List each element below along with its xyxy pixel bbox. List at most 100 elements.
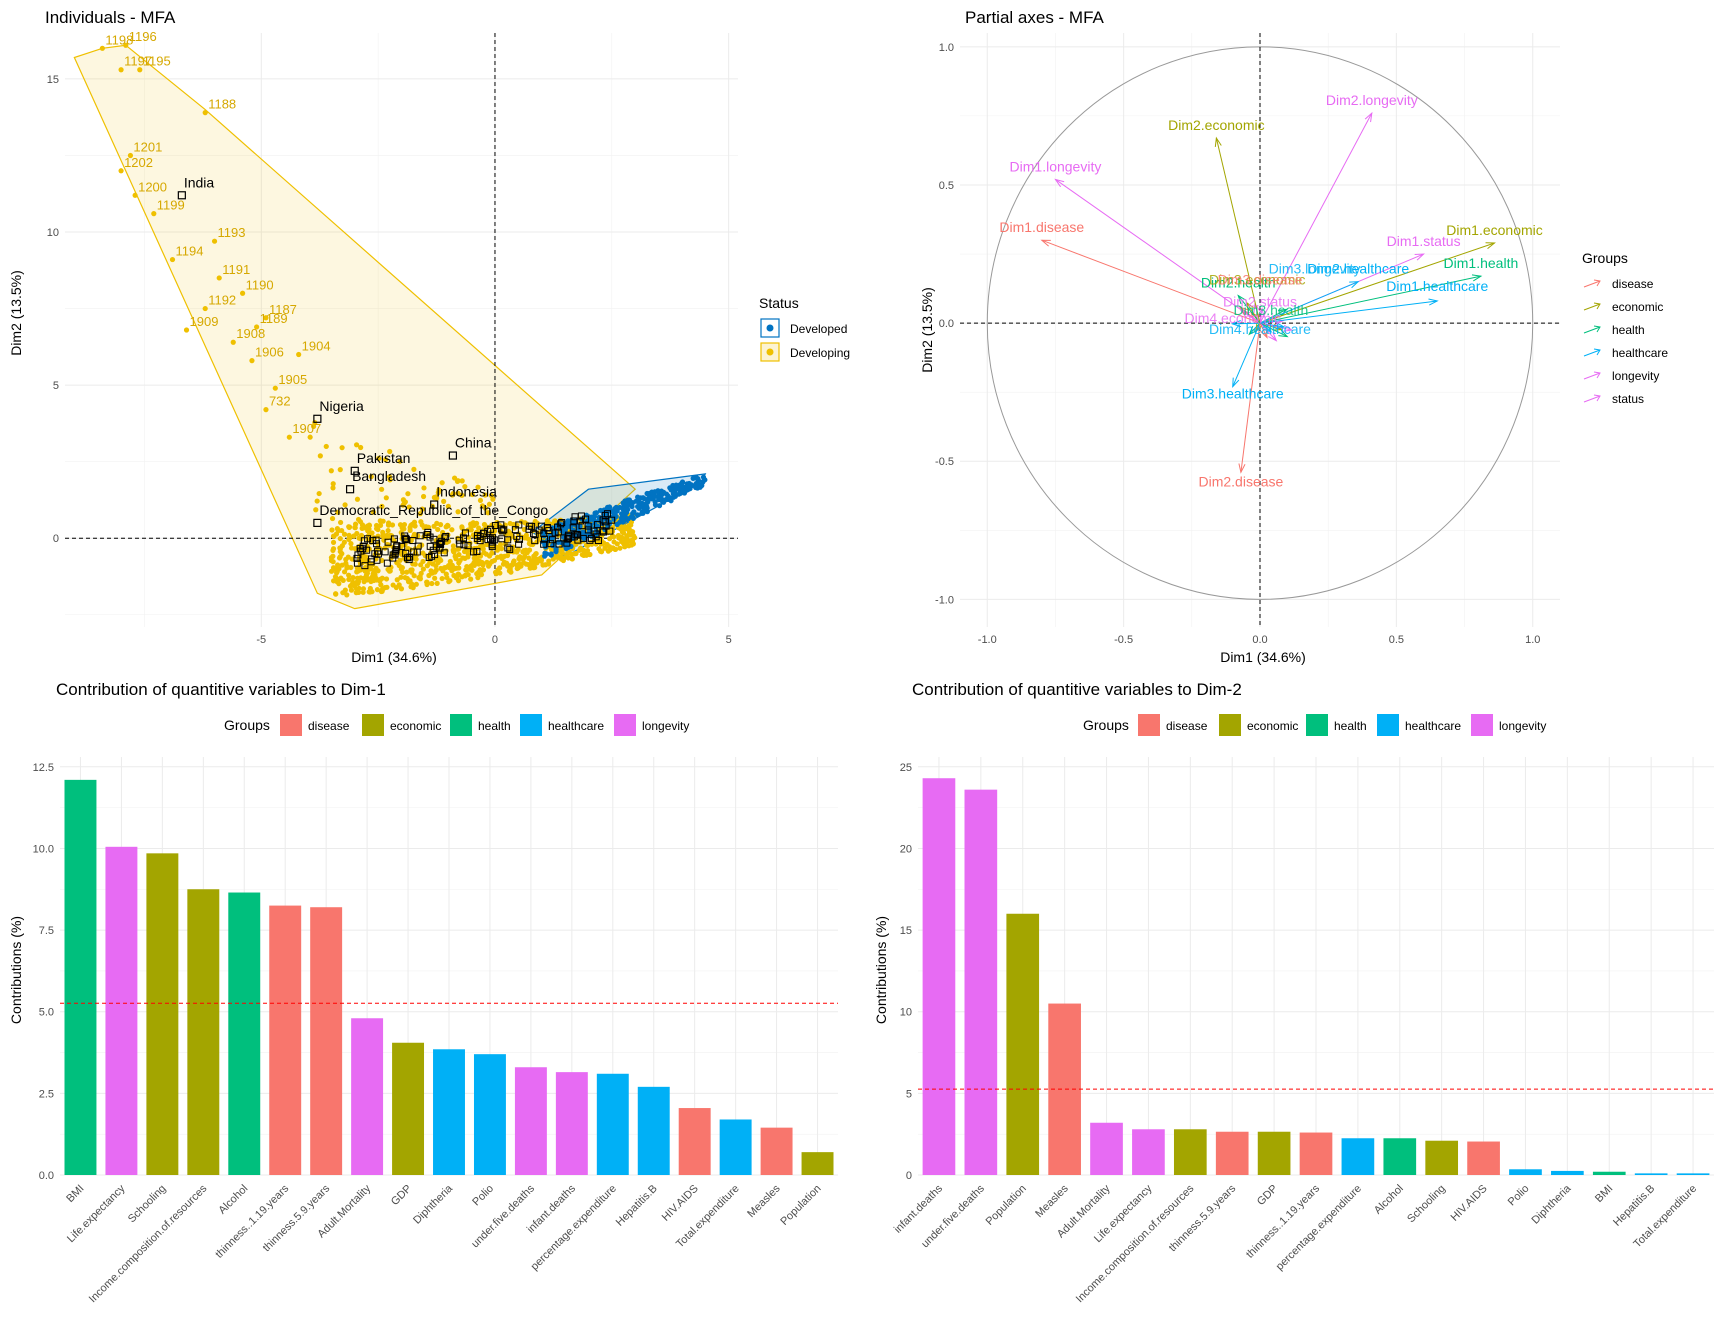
bar-thinness..1.19.years xyxy=(1299,1132,1333,1175)
legend-key-head-disease xyxy=(1593,279,1601,287)
labeled-developing-point xyxy=(286,434,292,440)
developing-point xyxy=(447,558,453,565)
country-mean-marker xyxy=(586,536,594,544)
developing-point xyxy=(531,563,537,569)
y-tick-label: 15 xyxy=(47,74,59,86)
small-partial-axis-arrow-head xyxy=(1239,309,1250,319)
developing-point xyxy=(516,561,523,567)
status-legend: Status Developed Developing xyxy=(759,295,850,362)
crowded-axis-label: Dim4.healthcare xyxy=(1209,321,1311,337)
developing-point xyxy=(489,558,495,564)
partial-axis-arrow-head xyxy=(1471,274,1483,282)
developing-point xyxy=(387,477,393,483)
developing-point xyxy=(397,557,403,563)
legend-key-head-longevity xyxy=(1593,371,1601,379)
bar-Population xyxy=(801,1152,834,1175)
country-mean-marker xyxy=(436,539,444,547)
developing-point xyxy=(408,522,414,528)
labeled-developing-point xyxy=(118,67,124,73)
developing-point xyxy=(384,584,390,590)
developing-point xyxy=(498,553,504,559)
bar-under.five.deaths xyxy=(964,789,998,1175)
country-mean-marker xyxy=(577,517,585,525)
country-mean-marker xyxy=(470,548,478,556)
partial-axis-arrow-head xyxy=(1349,281,1360,289)
developing-point xyxy=(544,518,550,524)
developing-point xyxy=(523,532,529,538)
developing-point xyxy=(459,478,465,484)
crowded-axis-label: Dim3.health xyxy=(1234,302,1309,318)
developing-point xyxy=(474,571,480,577)
country-mean-marker xyxy=(603,510,611,518)
country-mean-marker xyxy=(384,538,392,546)
country-label: India xyxy=(184,174,215,190)
developing-point xyxy=(310,423,317,429)
developing-point xyxy=(455,478,461,484)
legend-label-disease: disease xyxy=(308,719,350,733)
country-mean-marker xyxy=(555,540,563,548)
developing-point xyxy=(344,565,350,571)
bar-Adult.Mortality xyxy=(351,1018,384,1175)
developing-point xyxy=(557,554,563,560)
x-tick-label: BMI xyxy=(1593,1183,1615,1205)
point-label: 1905 xyxy=(278,372,307,387)
developed-point xyxy=(656,496,662,503)
individuals-mfa-panel: Individuals - MFA Dim1 (34.6%) Dim2 (13.… xyxy=(8,8,850,665)
developing-point xyxy=(443,571,449,577)
country-mean-marker xyxy=(456,540,464,548)
developing-point xyxy=(356,585,362,591)
x-tick-label: -1.0 xyxy=(978,634,997,646)
partial-axis-label: Dim1.longevity xyxy=(1010,158,1102,174)
developing-point xyxy=(352,524,358,531)
developing-point xyxy=(342,587,348,593)
x-tick-label: Alcohol xyxy=(216,1183,250,1217)
bar-Total.expenditure xyxy=(1676,1173,1710,1175)
partial-axis-arrow-head xyxy=(1364,111,1373,123)
bar-thinness.5.9.years xyxy=(1215,1131,1249,1175)
country-mean-marker xyxy=(574,531,582,539)
country-mean-marker xyxy=(497,525,505,533)
labeled-developing-point xyxy=(151,211,157,217)
developing-point xyxy=(381,537,387,543)
point-label: 1198 xyxy=(105,32,133,47)
legend-point-developed xyxy=(766,324,774,332)
y-tick-label: -0.5 xyxy=(935,456,954,468)
developing-point xyxy=(434,580,440,586)
developed-point xyxy=(700,474,707,480)
developing-point xyxy=(330,533,337,539)
country-mean-marker xyxy=(455,536,463,544)
partial-axis-arrow-head xyxy=(1054,178,1065,188)
country-marker xyxy=(177,191,186,200)
developing-point xyxy=(419,506,426,512)
country-marker xyxy=(313,518,322,527)
developing-point xyxy=(552,518,558,524)
x-tick-label: Alcohol xyxy=(1372,1183,1406,1217)
partial-axis-label: Dim2.health xyxy=(1201,274,1276,290)
country-mean-marker xyxy=(473,534,481,542)
developing-point xyxy=(351,583,358,589)
developing-point xyxy=(550,556,556,562)
developed-point xyxy=(652,489,658,495)
developing-point xyxy=(362,564,369,571)
y-tick-label: 10 xyxy=(900,1007,912,1019)
country-label: Nigeria xyxy=(319,398,364,414)
legend-label-healthcare: healthcare xyxy=(1612,346,1668,360)
developing-point xyxy=(328,568,335,574)
partial-axis-arrow-head xyxy=(1237,294,1247,305)
developing-point xyxy=(626,523,632,529)
developing-point xyxy=(453,565,459,571)
developing-point xyxy=(514,565,520,572)
developing-point xyxy=(383,457,389,463)
developing-point xyxy=(517,554,523,560)
developing-point xyxy=(486,501,493,507)
bar-Adult.Mortality xyxy=(1090,1122,1123,1175)
developing-point xyxy=(510,544,516,550)
developing-point xyxy=(345,554,351,560)
developing-point xyxy=(493,571,499,577)
developing-point xyxy=(330,539,337,546)
developing-point xyxy=(339,445,345,451)
country-marker xyxy=(313,414,322,423)
country-mean-marker xyxy=(577,512,585,520)
developing-point xyxy=(465,554,471,560)
bar-infant.deaths xyxy=(555,1072,588,1175)
